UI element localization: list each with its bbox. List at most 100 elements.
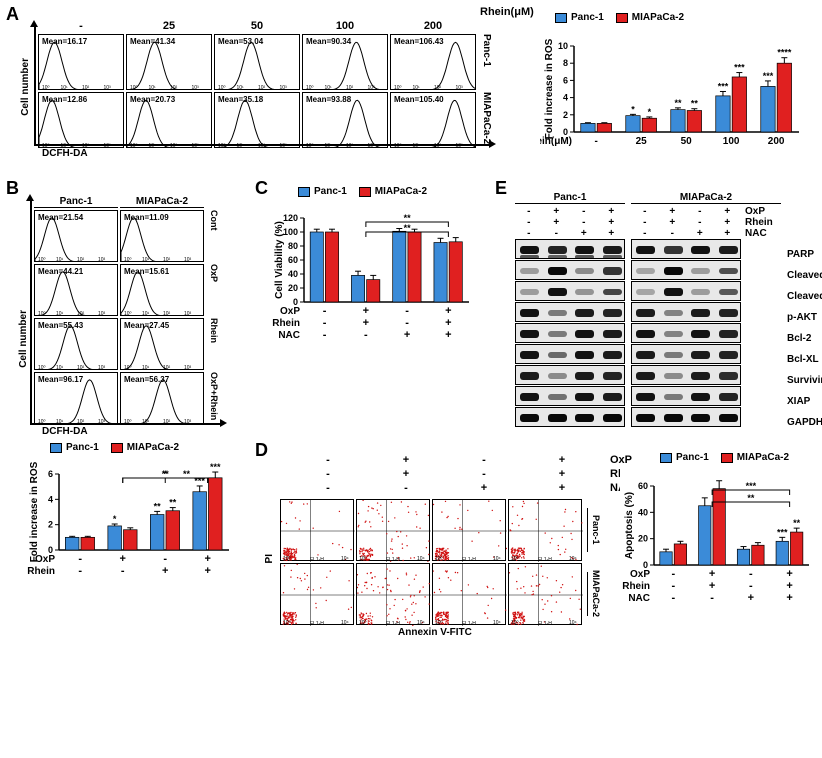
svg-text:***: ***: [210, 462, 221, 472]
svg-text:10²: 10²: [434, 85, 442, 90]
svg-text:10²: 10²: [170, 85, 178, 90]
panel-e-label: E: [495, 178, 507, 199]
svg-text:10¹: 10¹: [142, 311, 150, 316]
facs-plot: Mean=35.18 10⁰10¹10²10³: [214, 92, 300, 148]
svg-text:+: +: [786, 568, 792, 580]
conc-label: 50: [214, 20, 300, 32]
svg-text:**: **: [691, 99, 699, 109]
svg-text:10⁰: 10⁰: [130, 85, 138, 90]
svg-text:***: ***: [718, 81, 729, 91]
facs-plot: Mean=21.54 10⁰10¹10²10³: [34, 210, 118, 262]
scatter-plot: 10⁰10⁴FL1-H: [432, 563, 506, 625]
svg-text:10¹: 10¹: [413, 85, 421, 90]
svg-text:10¹: 10¹: [56, 311, 64, 316]
svg-text:10⁰: 10⁰: [511, 556, 519, 562]
svg-text:Fold increase in ROS: Fold increase in ROS: [544, 38, 555, 139]
panel-b-facs-grid: Panc-1MIAPaCa-2 Mean=21.54 10⁰10¹10²10³ …: [34, 196, 219, 426]
conc-label: 100: [302, 20, 388, 32]
svg-text:10³: 10³: [98, 257, 106, 262]
svg-text:10⁰: 10⁰: [124, 257, 132, 262]
scatter-plot: 10⁰10⁴FL1-H: [356, 499, 430, 561]
svg-text:+: +: [786, 580, 792, 592]
svg-text:+: +: [445, 317, 451, 329]
svg-text:10⁴: 10⁴: [569, 620, 577, 626]
svg-text:10¹: 10¹: [149, 85, 157, 90]
panel-b-bar-legend: Panc-1 MIAPaCa-2: [50, 442, 179, 453]
svg-text:10¹: 10¹: [61, 85, 69, 90]
svg-text:10³: 10³: [192, 85, 200, 90]
svg-text:-: -: [672, 580, 676, 592]
svg-text:-: -: [710, 592, 714, 604]
wb-row-label: PARP: [787, 245, 822, 266]
facs-plot: Mean=15.61 10⁰10¹10²10³: [120, 264, 204, 316]
col-label: Panc-1: [34, 196, 118, 208]
facs-plot: Mean=53.04 10⁰10¹10²10³: [214, 34, 300, 90]
svg-text:-: -: [672, 592, 676, 604]
svg-text:10²: 10²: [163, 365, 171, 370]
svg-text:10⁰: 10⁰: [38, 311, 46, 316]
svg-text:Apoptosis (%): Apoptosis (%): [624, 492, 635, 559]
svg-text:10⁰: 10⁰: [306, 85, 314, 90]
panel-d-label: D: [255, 440, 268, 461]
svg-text:FL1-H: FL1-H: [310, 557, 324, 562]
mean-label: Mean=27.45: [124, 321, 169, 330]
svg-text:+: +: [445, 305, 451, 317]
svg-text:OxP: OxP: [35, 554, 55, 565]
svg-text:Rhein(μM): Rhein(μM): [540, 136, 572, 147]
wb-row-label: Bcl-XL: [787, 350, 822, 371]
panel-b-label: B: [6, 178, 19, 199]
svg-text:FL1-H: FL1-H: [386, 621, 400, 626]
scatter-plot: 10⁰10⁴FL1-H: [356, 563, 430, 625]
facs-plot: Mean=44.21 10⁰10¹10²10³: [34, 264, 118, 316]
svg-text:6: 6: [563, 75, 568, 85]
wb-row-label: p-AKT: [787, 308, 822, 329]
panel-d-bar-chart: 0204060**********Apoptosis (%)OxP-+-+Rhe…: [620, 468, 815, 613]
svg-text:40: 40: [288, 269, 298, 279]
svg-text:*: *: [648, 107, 652, 117]
svg-text:FL1-H: FL1-H: [538, 621, 552, 626]
svg-text:Rhein: Rhein: [622, 581, 650, 592]
svg-text:+: +: [748, 592, 754, 604]
svg-text:+: +: [162, 565, 168, 577]
svg-text:-: -: [749, 580, 753, 592]
svg-text:+: +: [205, 565, 211, 577]
svg-text:10⁰: 10⁰: [124, 311, 132, 316]
row-label: OxP+Rhein: [209, 372, 219, 424]
svg-text:**: **: [404, 213, 412, 223]
mean-label: Mean=35.18: [218, 95, 263, 104]
svg-text:10¹: 10¹: [237, 85, 245, 90]
svg-text:10³: 10³: [98, 311, 106, 316]
svg-text:10²: 10²: [77, 311, 85, 316]
svg-text:+: +: [445, 329, 451, 341]
svg-text:10³: 10³: [184, 365, 192, 370]
svg-text:10³: 10³: [104, 85, 112, 90]
svg-text:10⁰: 10⁰: [511, 620, 519, 626]
facs-plot: Mean=20.73 10⁰10¹10²10³: [126, 92, 212, 148]
svg-text:Fold increase in ROS: Fold increase in ROS: [29, 461, 40, 562]
mean-label: Mean=12.86: [42, 95, 87, 104]
scatter-plot: 10⁰ 10⁴ FL1-H: [508, 563, 582, 625]
facs-plot: Mean=41.34 10⁰10¹10²10³: [126, 34, 212, 90]
wb-row-label: Cleaved caspase 3: [787, 287, 822, 308]
svg-text:+: +: [786, 592, 792, 604]
svg-text:***: ***: [777, 527, 788, 537]
svg-text:+: +: [363, 305, 369, 317]
svg-text:+: +: [205, 553, 211, 565]
facs-plot: Mean=55.43 10⁰10¹10²10³: [34, 318, 118, 370]
svg-text:-: -: [323, 329, 327, 341]
svg-text:2: 2: [563, 110, 568, 120]
svg-text:10¹: 10¹: [142, 257, 150, 262]
svg-text:*: *: [631, 104, 635, 114]
row-label: OxP: [209, 264, 219, 316]
row-label: Rhein: [209, 318, 219, 370]
svg-text:+: +: [404, 329, 410, 341]
svg-text:OxP: OxP: [630, 569, 650, 580]
svg-text:Rhein: Rhein: [272, 318, 300, 329]
svg-text:+: +: [363, 317, 369, 329]
facs-plot: Mean=93.88 10⁰10¹10²10³: [302, 92, 388, 148]
svg-text:-: -: [78, 565, 82, 577]
mean-label: Mean=96.17: [38, 375, 83, 384]
conc-label: -: [38, 20, 124, 32]
svg-text:10³: 10³: [184, 257, 192, 262]
mean-label: Mean=15.61: [124, 267, 169, 276]
